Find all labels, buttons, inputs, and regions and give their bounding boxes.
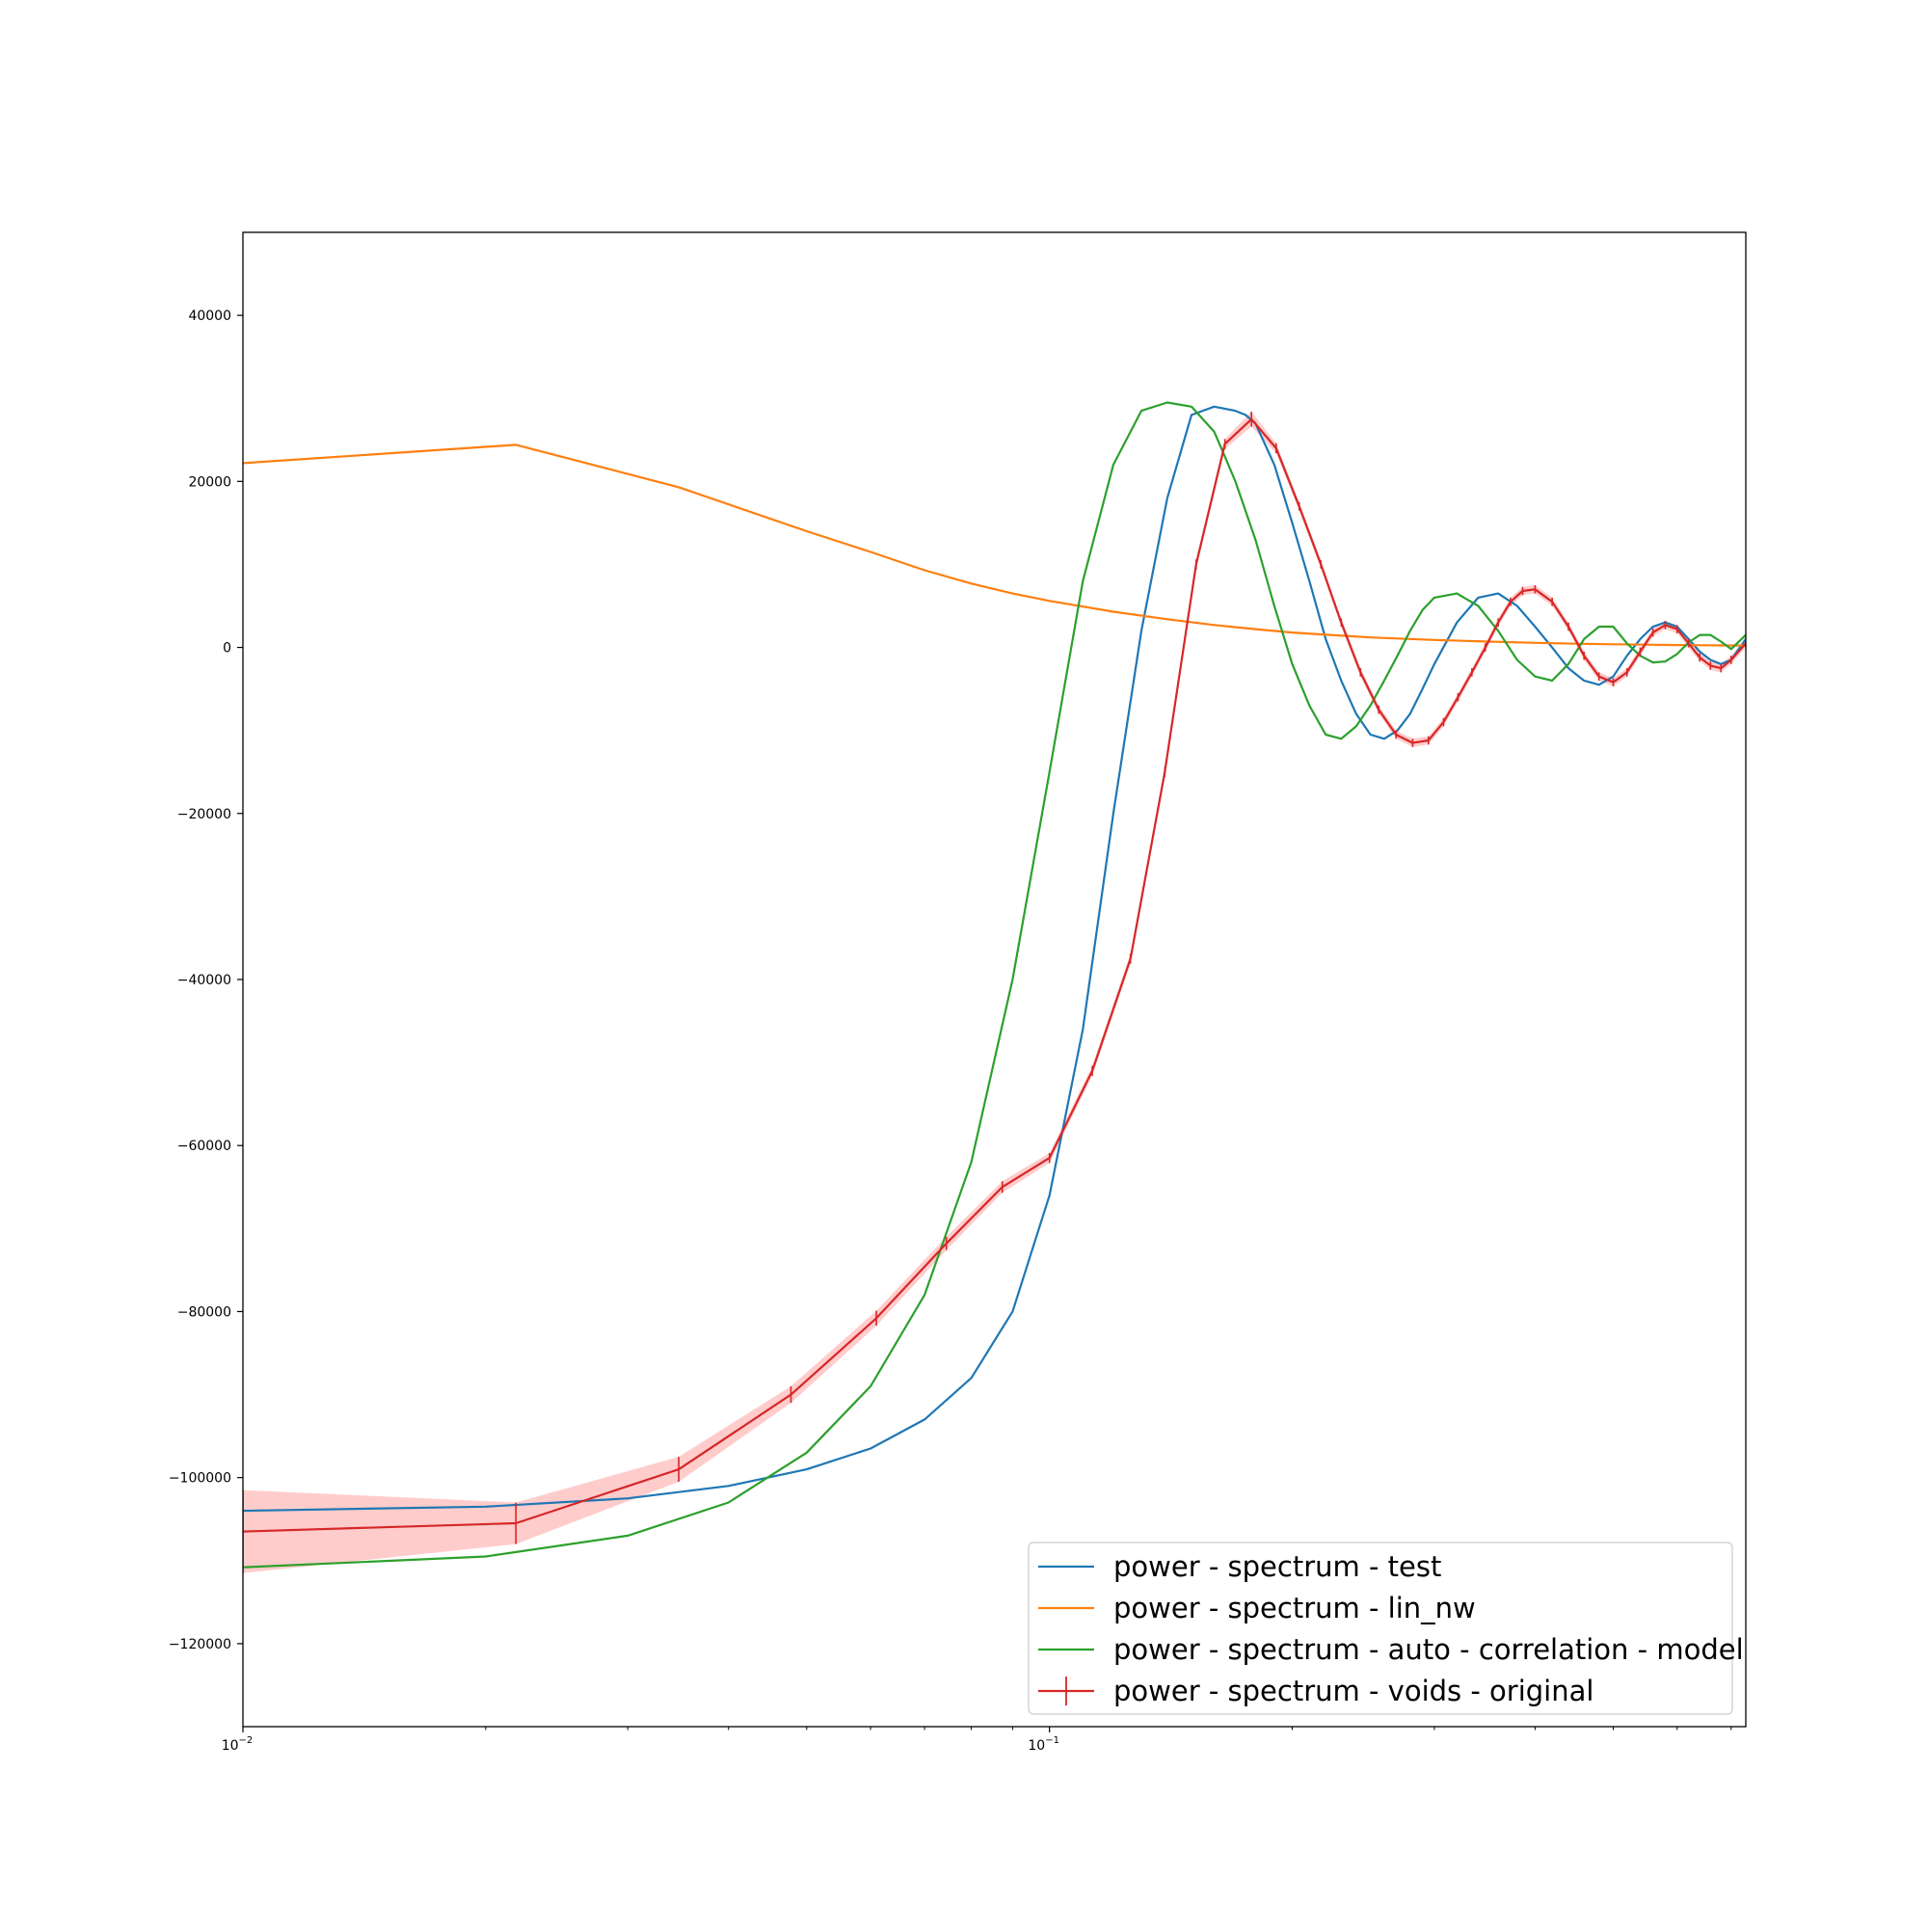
y-tick-label-1: 20000: [188, 474, 231, 490]
y-tick-label-7: −100000: [169, 1471, 231, 1487]
legend: power - spectrum - test power - spectrum …: [1028, 1542, 1744, 1715]
y-axis: 40000 20000 0 −20000 −40000 −60000 −80000 −1000…: [169, 309, 243, 1652]
y-tick-label-2: 0: [223, 641, 231, 657]
legend-label-0: power - spectrum - test: [1113, 1550, 1441, 1583]
y-tick-label-5: −60000: [177, 1139, 231, 1154]
y-tick-label-6: −80000: [177, 1304, 231, 1320]
y-tick-label-0: 40000: [188, 309, 231, 324]
x-tick-label-base: 10: [1028, 1738, 1045, 1754]
y-tick-label-4: −40000: [177, 973, 231, 988]
y-tick-label-3: −20000: [177, 807, 231, 822]
legend-label-2: power - spectrum - auto - correlation - …: [1113, 1633, 1744, 1666]
series-2-line: [243, 401, 1746, 1569]
error-bars: [243, 412, 1746, 1573]
y-tick-label-8: −120000: [169, 1637, 231, 1652]
x-tick-label-base: 10: [222, 1738, 239, 1754]
x-tick-label-exponent: −1: [1045, 1735, 1059, 1746]
x-axis: 10−2 10−1: [222, 1727, 1732, 1754]
series-0-line: [243, 405, 1746, 1513]
legend-label-3: power - spectrum - voids - original: [1113, 1675, 1593, 1707]
legend-label-1: power - spectrum - lin_nw: [1113, 1592, 1476, 1624]
legend-box: [1028, 1542, 1733, 1715]
x-tick-label-exponent: −2: [239, 1735, 254, 1746]
series-1-line: [243, 443, 1746, 647]
x-tick-label-1: 10−1: [1028, 1735, 1059, 1754]
x-tick-label-0: 10−2: [222, 1735, 254, 1754]
